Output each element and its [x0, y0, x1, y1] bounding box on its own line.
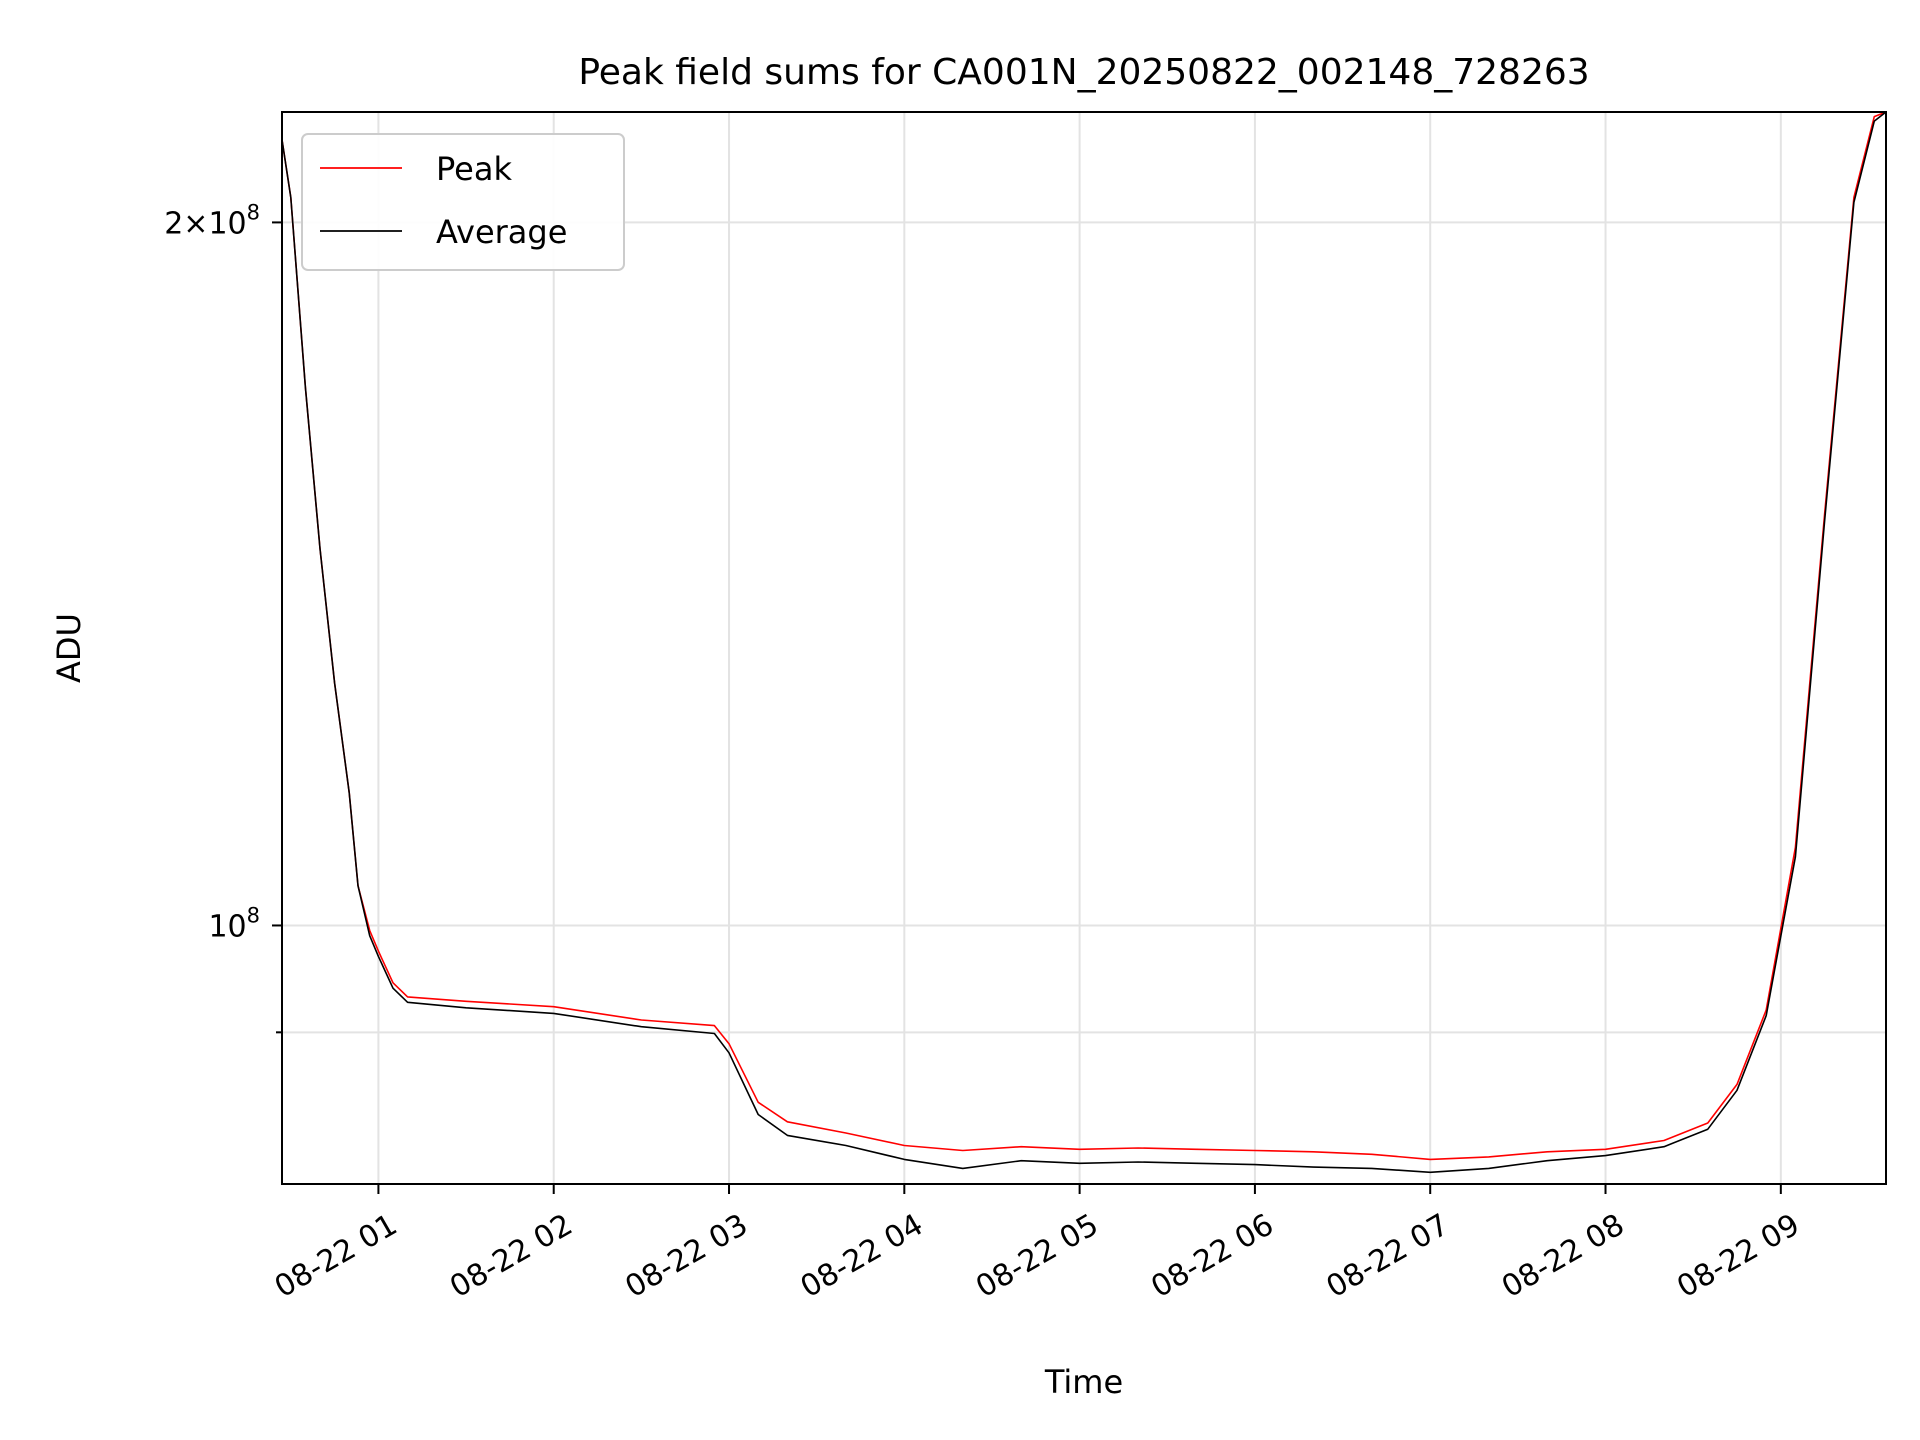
y-tick-label: 2×108 — [164, 200, 260, 241]
plot-frame — [281, 111, 1887, 1185]
legend-label-peak: Peak — [436, 150, 512, 188]
legend: Peak Average — [301, 133, 625, 271]
x-axis-label: Time — [1044, 1363, 1123, 1401]
series-layer — [282, 112, 1886, 1174]
y-axis-ticks: 2×108 108 — [164, 200, 282, 1034]
series-line-average — [282, 112, 1886, 1174]
chart-title: Peak field sums for CA001N_20250822_0021… — [578, 52, 1589, 93]
y-tick-label: 108 — [208, 903, 260, 944]
y-axis-label: ADU — [50, 613, 88, 683]
grid-lines — [282, 112, 1886, 1184]
legend-label-average: Average — [436, 213, 567, 251]
